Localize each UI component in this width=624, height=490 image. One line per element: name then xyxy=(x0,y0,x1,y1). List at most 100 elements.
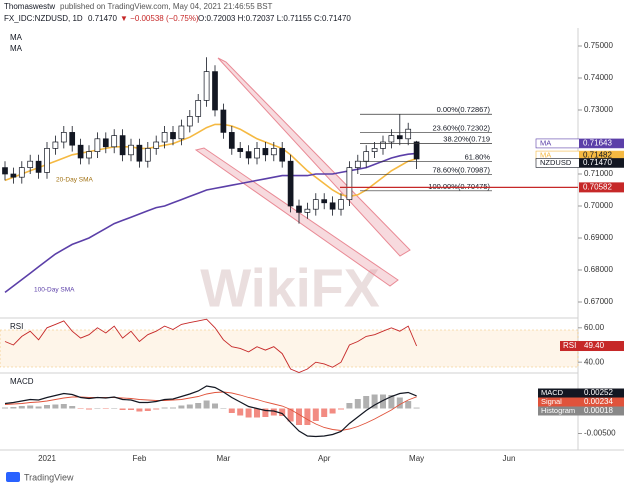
histogram-bar xyxy=(52,404,59,409)
rsi-line xyxy=(4,318,418,373)
last-price: 0.71470 xyxy=(88,14,117,23)
histogram-bar xyxy=(69,406,76,409)
histogram-bar xyxy=(396,397,403,409)
histogram-bar xyxy=(178,405,185,409)
candle-body xyxy=(35,160,42,173)
candle-body xyxy=(60,132,67,143)
histogram-bar xyxy=(388,395,395,409)
histogram-bar xyxy=(304,408,311,425)
y-tick-label: -0.00500 xyxy=(584,429,616,438)
candle-body xyxy=(262,148,269,156)
candle-body xyxy=(128,144,134,156)
candle-body xyxy=(186,116,193,127)
x-tick-label: Apr xyxy=(318,454,331,463)
histogram-bar xyxy=(60,404,67,409)
histogram-bar xyxy=(262,408,269,417)
candle-body xyxy=(178,125,185,140)
price-badge-value: 0.70582 xyxy=(583,182,612,191)
y-tick-label: 60.00 xyxy=(584,323,605,332)
histogram-bar xyxy=(237,408,244,416)
histogram-bar xyxy=(245,408,252,418)
y-tick-label: 0.75000 xyxy=(584,41,613,50)
histogram-bar xyxy=(413,407,420,409)
candle-body xyxy=(102,138,109,148)
candle-body xyxy=(136,144,143,162)
candle-body xyxy=(94,138,101,152)
candle-body xyxy=(304,208,311,213)
histogram-bar xyxy=(195,403,202,409)
price-badge xyxy=(579,182,624,193)
published: published on TradingView.com, May 04, 20… xyxy=(60,2,273,11)
y-tick-label: 0.73000 xyxy=(584,105,613,114)
histogram-bar xyxy=(354,399,361,409)
macd-badge-value: 0.00234 xyxy=(584,397,613,406)
candle-body xyxy=(296,205,302,213)
histogram-bar xyxy=(203,400,210,409)
candle-body xyxy=(354,160,361,168)
macd-badge-value: 0.00252 xyxy=(584,388,613,397)
histogram-bar xyxy=(186,404,193,409)
price-badge-name: MA xyxy=(540,138,551,147)
histogram-bar xyxy=(279,408,286,416)
histogram-bar xyxy=(346,403,353,409)
histogram-bar xyxy=(86,408,92,410)
histogram-bar xyxy=(228,408,235,413)
x-tick-label: Mar xyxy=(217,454,231,463)
y-tick-label: 0.70000 xyxy=(584,201,613,210)
fib-label: 0.00%(0.72867) xyxy=(437,105,491,114)
histogram-bar xyxy=(363,396,370,409)
histogram-bar xyxy=(136,408,143,412)
candle-body xyxy=(161,132,168,143)
histogram-bar xyxy=(119,408,126,410)
macd-badge xyxy=(538,406,624,416)
histogram-bar xyxy=(144,408,151,411)
price-badge-value: 0.71643 xyxy=(583,139,612,148)
macd-badge-name: Histogram xyxy=(541,406,575,415)
rsi-badge xyxy=(560,341,624,352)
candle-body xyxy=(228,132,235,149)
pane-title: MACD xyxy=(10,377,34,386)
price-badge-mark xyxy=(579,151,624,161)
macd-badge xyxy=(538,388,624,398)
histogram-bar xyxy=(371,394,378,409)
candle-body xyxy=(388,135,395,143)
price-badge-name: NZDUSD xyxy=(540,158,572,167)
candle-body xyxy=(245,151,252,159)
histogram-bar xyxy=(2,407,8,409)
y-tick-label: 0.67000 xyxy=(584,297,613,306)
watermark: WikiFX xyxy=(200,258,380,318)
candle-body xyxy=(329,202,336,210)
histogram-bar xyxy=(220,408,227,409)
price-badge-mark xyxy=(579,158,624,168)
rsi-badge-value: 49.40 xyxy=(584,341,605,350)
candle-body xyxy=(346,167,353,200)
wedge-upper xyxy=(217,57,411,257)
histogram-bar xyxy=(111,408,118,409)
x-tick-label: Feb xyxy=(133,454,147,463)
logo-icon xyxy=(6,472,20,482)
candle-body xyxy=(405,128,412,140)
y-tick-label: 0.74000 xyxy=(584,73,613,82)
fib-label: 23.60%(0.72302) xyxy=(432,123,490,132)
y-tick-label: 0.71000 xyxy=(584,169,613,178)
annotation: 20-Day SMA xyxy=(56,177,94,184)
histogram-bar xyxy=(27,405,34,409)
candle-body xyxy=(237,148,244,152)
candle-body xyxy=(380,141,386,149)
price-badge-mark xyxy=(579,138,624,148)
x-tick-label: May xyxy=(409,454,424,463)
candle-body xyxy=(413,141,420,160)
candle-body xyxy=(153,141,160,149)
histogram-bar xyxy=(128,408,134,410)
x-tick-label: Jun xyxy=(503,454,516,463)
fib-label: 78.60%(0.70987) xyxy=(432,165,490,174)
candle-body xyxy=(220,109,227,133)
histogram-bar xyxy=(212,403,218,409)
histogram-bar xyxy=(338,408,344,410)
macd-badge-name: Signal xyxy=(541,397,562,406)
candle-body xyxy=(69,132,76,146)
candle-body xyxy=(86,151,92,159)
pane-title: RSI xyxy=(10,322,23,331)
